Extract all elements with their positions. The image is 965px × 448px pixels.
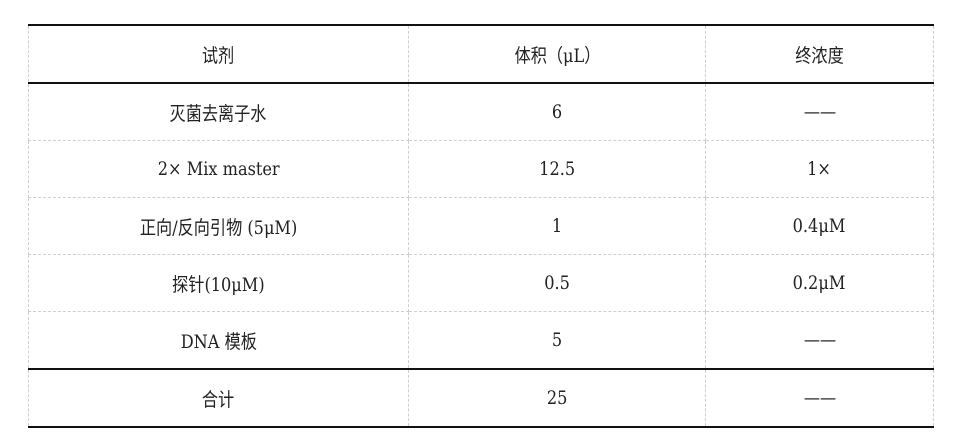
cell-concentration: —— [705,311,934,370]
cell-total-volume: 25 [408,368,706,428]
table-total-row: 合计 25 —— [28,368,934,428]
table-row: 2× Mix master 12.5 1× [28,140,934,198]
cell-text: 灭菌去离子水 [170,102,267,125]
cell-concentration: 0.4μM [705,197,934,255]
header-final-concentration: 终浓度 [705,24,934,84]
cell-concentration: 1× [705,140,934,198]
cell-volume: 1 [408,197,706,255]
table-row: 灭菌去离子水 6 —— [28,83,934,141]
cell-text: 12.5 [539,158,575,180]
cell-volume: 6 [408,83,706,141]
cell-text: —— [803,387,836,409]
cell-text: 体积（μL） [514,44,600,67]
cell-text: —— [803,101,836,123]
table-row: 正向/反向引物 (5μM) 1 0.4μM [28,197,934,255]
cell-total-concentration: —— [705,368,934,428]
cell-reagent: 2× Mix master [28,140,409,198]
cell-concentration: —— [705,83,934,141]
cell-text: 5 [551,329,563,351]
cell-reagent: 正向/反向引物 (5μM) [28,197,409,255]
cell-text: 正向/反向引物 (5μM) [139,216,298,239]
reagent-table: 试剂 体积（μL） 终浓度 灭菌去离子水 6 —— 2× Mix master … [28,24,934,428]
cell-reagent: 灭菌去离子水 [28,83,409,141]
cell-volume: 0.5 [408,254,706,312]
cell-text: 6 [551,101,563,123]
cell-text: 0.5 [544,272,570,294]
cell-volume: 12.5 [408,140,706,198]
cell-text: 25 [546,387,568,409]
cell-text: 2× Mix master [157,158,280,180]
cell-text: 合计 [202,388,235,411]
cell-text: 0.2μM [793,272,846,294]
cell-total-label: 合计 [28,368,409,428]
cell-text: 0.4μM [793,215,846,237]
table-row: 探针(10μM) 0.5 0.2μM [28,254,934,312]
cell-text: 试剂 [202,44,235,67]
header-reagent: 试剂 [28,24,409,84]
cell-concentration: 0.2μM [705,254,934,312]
table-row: DNA 模板 5 —— [28,311,934,370]
cell-volume: 5 [408,311,706,370]
cell-reagent: DNA 模板 [28,311,409,370]
cell-text: 探针(10μM) [172,273,265,296]
cell-reagent: 探针(10μM) [28,254,409,312]
table-header-row: 试剂 体积（μL） 终浓度 [28,24,934,84]
cell-text: 终浓度 [795,44,844,67]
header-volume: 体积（μL） [408,24,706,84]
cell-text: —— [803,329,836,351]
cell-text: 1× [807,158,832,180]
cell-text: DNA 模板 [180,330,257,353]
cell-text: 1 [551,215,563,237]
